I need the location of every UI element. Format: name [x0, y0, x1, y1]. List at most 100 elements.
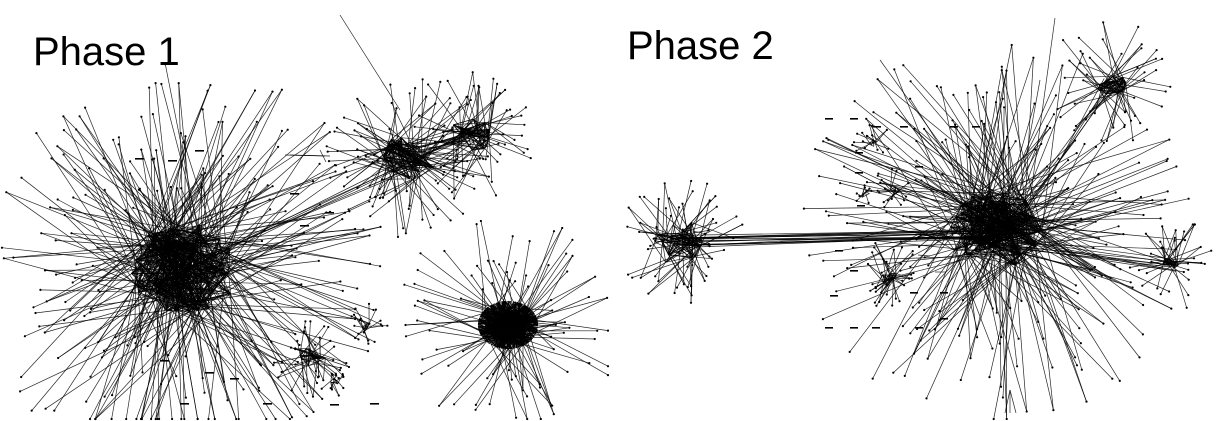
network-edge [664, 183, 681, 255]
network-node [1001, 396, 1004, 399]
network-node [1137, 25, 1140, 28]
network-edge [936, 85, 1004, 194]
network-node [129, 160, 132, 163]
network-edge [874, 141, 878, 150]
network-edge [200, 279, 281, 304]
network-node [318, 162, 321, 165]
network-edge [881, 179, 891, 191]
network-edge [419, 162, 450, 190]
network-edge [879, 190, 896, 193]
network-edge [178, 242, 184, 298]
network-edge [1011, 221, 1028, 412]
network-node [885, 293, 888, 296]
network-edge [679, 206, 718, 235]
network-node [862, 220, 865, 223]
network-node [484, 158, 487, 161]
network-node [968, 108, 971, 112]
network-node [876, 148, 879, 151]
network-node [327, 325, 330, 329]
network-edge [85, 242, 184, 402]
network-edge [1117, 69, 1157, 95]
network-node [277, 145, 280, 148]
network-edge [338, 382, 344, 389]
isolated-pair [910, 292, 918, 294]
network-node [182, 141, 185, 144]
isolated-pair [940, 292, 948, 294]
network-node [999, 385, 1003, 388]
network-node [520, 114, 523, 117]
network-edge [429, 330, 489, 340]
network-node [498, 91, 501, 95]
network-edge [1165, 260, 1189, 280]
network-node [1155, 69, 1158, 72]
network-edge [33, 248, 169, 308]
network-node [1159, 217, 1162, 220]
network-node [643, 195, 646, 198]
network-node [346, 176, 349, 179]
network-node [110, 417, 113, 421]
network-edge [6, 191, 166, 306]
network-node [1136, 66, 1139, 69]
isolated-pair [855, 172, 863, 174]
network-edge [171, 171, 336, 230]
network-edge [147, 84, 211, 236]
network-node [151, 113, 154, 116]
network-edge [201, 184, 222, 250]
network-node [1083, 142, 1086, 146]
network-node [367, 302, 371, 305]
network-node [1168, 290, 1171, 293]
network-edge [873, 111, 1033, 218]
network-node [566, 270, 569, 273]
network-node [1186, 262, 1190, 265]
network-node [1191, 223, 1194, 226]
network-node [447, 364, 450, 367]
network-edge [158, 289, 173, 420]
network-edge [200, 233, 381, 267]
network-node [919, 339, 922, 342]
network-edge [184, 286, 216, 420]
network-edge [129, 280, 149, 376]
network-node [268, 198, 271, 201]
network-edge [64, 214, 138, 288]
network-edge [891, 278, 894, 306]
network-node [1074, 224, 1077, 227]
network-node [912, 271, 915, 275]
network-node [343, 116, 346, 119]
network-edge [308, 365, 319, 378]
network-node [848, 350, 851, 353]
network-node [524, 106, 528, 109]
network-node [499, 153, 502, 156]
network-edge [153, 158, 156, 233]
network-node [466, 103, 469, 106]
network-node [332, 359, 335, 362]
network-edge [692, 183, 708, 236]
network-edge [379, 167, 435, 199]
network-edge [882, 274, 897, 276]
network-node [1059, 116, 1062, 119]
network-node [279, 279, 282, 282]
network-node [326, 150, 329, 153]
network-edge [1102, 22, 1124, 92]
network-node [1101, 38, 1104, 41]
network-node [413, 282, 416, 285]
network-node [456, 157, 459, 161]
network-edge [412, 131, 475, 162]
network-node [451, 126, 454, 129]
network-edge [278, 348, 307, 378]
network-node [379, 323, 382, 326]
network-node [1120, 52, 1123, 55]
network-edge [301, 340, 331, 360]
network-edge [918, 202, 992, 303]
network-edge [387, 108, 397, 146]
network-edge [892, 183, 909, 196]
network-edge [354, 130, 403, 168]
network-edge [941, 141, 1008, 231]
network-edge [893, 278, 897, 299]
network-edge [88, 168, 137, 261]
network-edge [71, 232, 230, 250]
network-node [88, 417, 92, 421]
network-edge [886, 261, 890, 275]
network-edge [862, 140, 872, 146]
network-node [562, 331, 565, 334]
network-edge [421, 79, 423, 158]
